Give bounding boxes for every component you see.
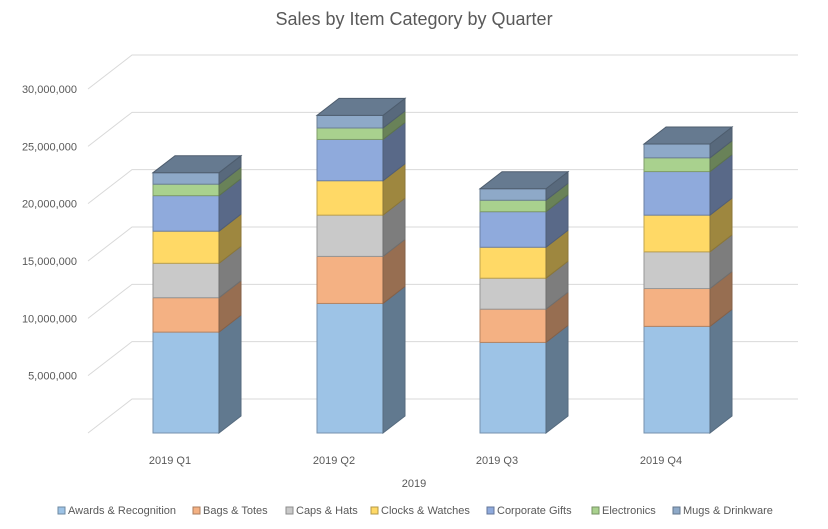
- gridline: [87, 226, 798, 262]
- gridlines: [87, 54, 798, 434]
- gridline: [87, 341, 798, 377]
- bar-stack: [315, 97, 407, 435]
- gridline: [87, 111, 798, 147]
- y-tick-label: 5,000,000: [28, 371, 77, 383]
- legend-item: Caps & Hats: [285, 505, 358, 517]
- legend-swatch: [57, 506, 66, 515]
- legend-swatch: [486, 506, 495, 515]
- bar-segment: [643, 139, 733, 173]
- bar-segment: [316, 285, 406, 435]
- bar-segment: [316, 121, 406, 182]
- legend-item: Bags & Totes: [192, 505, 268, 517]
- bar-segment: [152, 314, 242, 435]
- bar-segment: [643, 153, 733, 217]
- legend-item: Corporate Gifts: [486, 505, 572, 517]
- y-tick-label: 10,000,000: [22, 313, 77, 325]
- gridline: [87, 54, 798, 90]
- legend: Awards & Recognition Bags & Totes Caps & H…: [57, 505, 773, 517]
- bars: [151, 97, 734, 435]
- bar-segment: [643, 197, 733, 253]
- y-tick-label: 15,000,000: [22, 256, 77, 268]
- x-category-label: 2019 Q4: [640, 455, 682, 467]
- bar-segment: [151, 154, 243, 186]
- x-axis-label: 2019: [402, 478, 426, 490]
- legend-label: Mugs & Drinkware: [683, 505, 773, 517]
- bar-segment: [152, 213, 242, 265]
- bar-segment: [479, 229, 569, 280]
- bar-segment: [479, 291, 569, 344]
- bar-stack: [642, 126, 734, 435]
- y-tick-label: 30,000,000: [22, 84, 77, 96]
- y-tick-label: 25,000,000: [22, 141, 77, 153]
- bar-stack: [151, 154, 243, 435]
- bar-segment: [316, 238, 406, 305]
- legend-label: Clocks & Watches: [381, 505, 470, 517]
- bar-segment: [643, 233, 733, 290]
- chart-title: Sales by Item Category by Quarter: [275, 9, 552, 29]
- x-axis-categories: 2019 Q1 2019 Q2 2019 Q3 2019 Q4: [149, 455, 682, 467]
- y-axis-ticks: 5,000,000 10,000,000 15,000,000 20,000,000 2…: [22, 84, 77, 383]
- legend-label: Electronics: [602, 505, 656, 517]
- legend-swatch: [192, 506, 201, 515]
- bar-stack: [478, 170, 570, 435]
- gridline: [87, 398, 798, 434]
- legend-swatch: [591, 506, 600, 515]
- legend-label: Awards & Recognition: [68, 505, 176, 517]
- legend-label: Corporate Gifts: [497, 505, 572, 517]
- legend-swatch: [285, 506, 294, 515]
- bar-segment: [642, 126, 734, 159]
- gridline: [87, 169, 798, 205]
- legend-swatch: [672, 506, 681, 515]
- legend-item: Mugs & Drinkware: [672, 505, 773, 517]
- bar-segment: [316, 197, 406, 258]
- legend-label: Bags & Totes: [203, 505, 268, 517]
- legend-item: Awards & Recognition: [57, 505, 176, 517]
- bar-segment: [643, 308, 733, 435]
- bar-segment: [479, 260, 569, 311]
- bar-segment: [478, 170, 570, 202]
- bar-segment: [315, 97, 407, 130]
- x-category-label: 2019 Q3: [476, 455, 518, 467]
- legend-swatch: [370, 506, 379, 515]
- x-category-label: 2019 Q1: [149, 455, 191, 467]
- legend-item: Electronics: [591, 505, 656, 517]
- gridline: [87, 283, 798, 319]
- x-category-label: 2019 Q2: [313, 455, 355, 467]
- legend-item: Clocks & Watches: [370, 505, 470, 517]
- bar-segment: [643, 270, 733, 328]
- legend-label: Caps & Hats: [296, 505, 358, 517]
- y-tick-label: 20,000,000: [22, 199, 77, 211]
